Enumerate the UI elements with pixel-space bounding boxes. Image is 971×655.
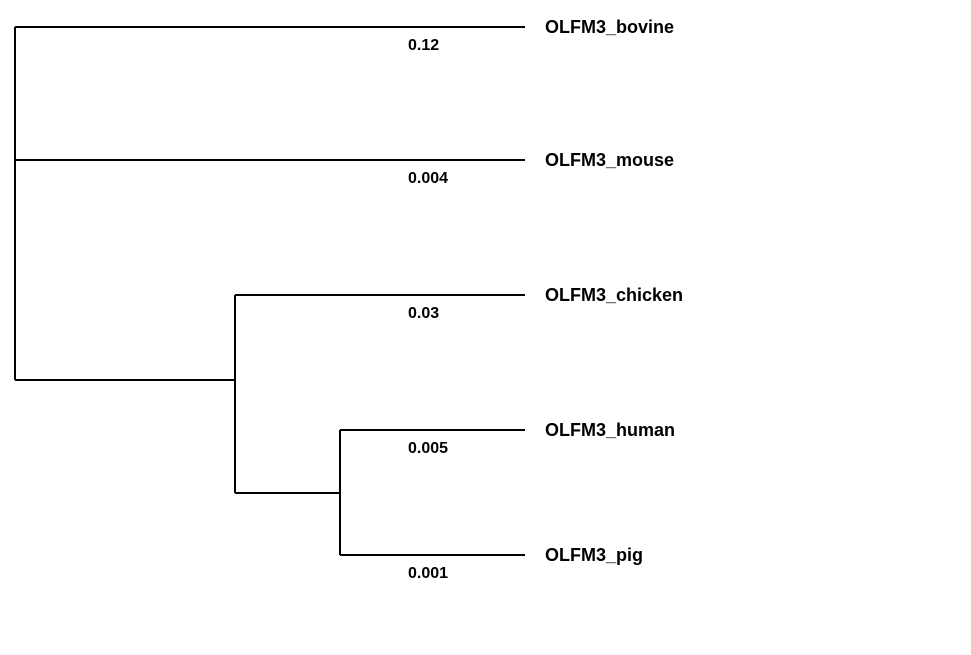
branch-length-mouse: 0.004 (408, 170, 448, 187)
branch-length-human: 0.005 (408, 440, 448, 457)
phylogenetic-tree: OLFM3_bovine 0.12 OLFM3_mouse 0.004 OLFM3_ch… (0, 0, 971, 655)
leaf-label-pig: OLFM3_pig (545, 545, 643, 565)
leaf-label-human: OLFM3_human (545, 420, 675, 440)
branch-length-bovine: 0.12 (408, 37, 439, 54)
leaf-label-bovine: OLFM3_bovine (545, 17, 674, 37)
branch-length-chicken: 0.03 (408, 305, 439, 322)
leaf-label-chicken: OLFM3_chicken (545, 285, 683, 305)
branch-length-pig: 0.001 (408, 565, 448, 582)
leaf-label-mouse: OLFM3_mouse (545, 150, 674, 170)
